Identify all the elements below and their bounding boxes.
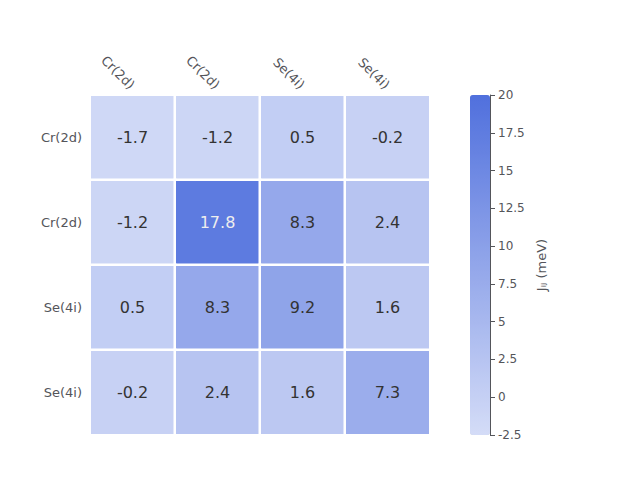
svg-text:Cr(2d): Cr(2d) <box>98 53 138 93</box>
svg-text:-0.2: -0.2 <box>117 383 148 402</box>
svg-text:-0.2: -0.2 <box>372 128 403 147</box>
svg-text:2.5: 2.5 <box>498 352 517 366</box>
svg-text:Cr(2d): Cr(2d) <box>41 130 82 145</box>
svg-text:Se(4i): Se(4i) <box>270 55 308 93</box>
svg-text:0.5: 0.5 <box>120 298 145 317</box>
svg-text:Se(4i): Se(4i) <box>44 300 82 315</box>
svg-text:-1.2: -1.2 <box>117 213 148 232</box>
svg-text:Se(4i): Se(4i) <box>44 385 82 400</box>
svg-text:-1.2: -1.2 <box>202 128 233 147</box>
svg-text:2.4: 2.4 <box>375 213 400 232</box>
svg-text:Cr(2d): Cr(2d) <box>41 215 82 230</box>
svg-text:0.5: 0.5 <box>290 128 315 147</box>
svg-text:17.8: 17.8 <box>200 213 236 232</box>
svg-text:-1.7: -1.7 <box>117 128 148 147</box>
svg-text:17.5: 17.5 <box>498 126 525 140</box>
svg-text:15: 15 <box>498 164 513 178</box>
svg-text:Cr(2d): Cr(2d) <box>183 53 223 93</box>
svg-text:9.2: 9.2 <box>290 298 315 317</box>
svg-text:10: 10 <box>498 239 513 253</box>
svg-text:1.6: 1.6 <box>290 383 315 402</box>
svg-text:Se(4i): Se(4i) <box>355 55 393 93</box>
svg-text:Jᵢⱼ (meV): Jᵢⱼ (meV) <box>534 239 549 292</box>
svg-text:2.4: 2.4 <box>205 383 230 402</box>
svg-text:20: 20 <box>498 88 513 102</box>
svg-text:7.3: 7.3 <box>375 383 400 402</box>
svg-text:8.3: 8.3 <box>205 298 230 317</box>
svg-text:8.3: 8.3 <box>290 213 315 232</box>
svg-text:12.5: 12.5 <box>498 201 525 215</box>
svg-text:0: 0 <box>498 390 506 404</box>
svg-text:-2.5: -2.5 <box>498 428 521 442</box>
svg-text:1.6: 1.6 <box>375 298 400 317</box>
svg-text:7.5: 7.5 <box>498 277 517 291</box>
svg-text:5: 5 <box>498 315 506 329</box>
